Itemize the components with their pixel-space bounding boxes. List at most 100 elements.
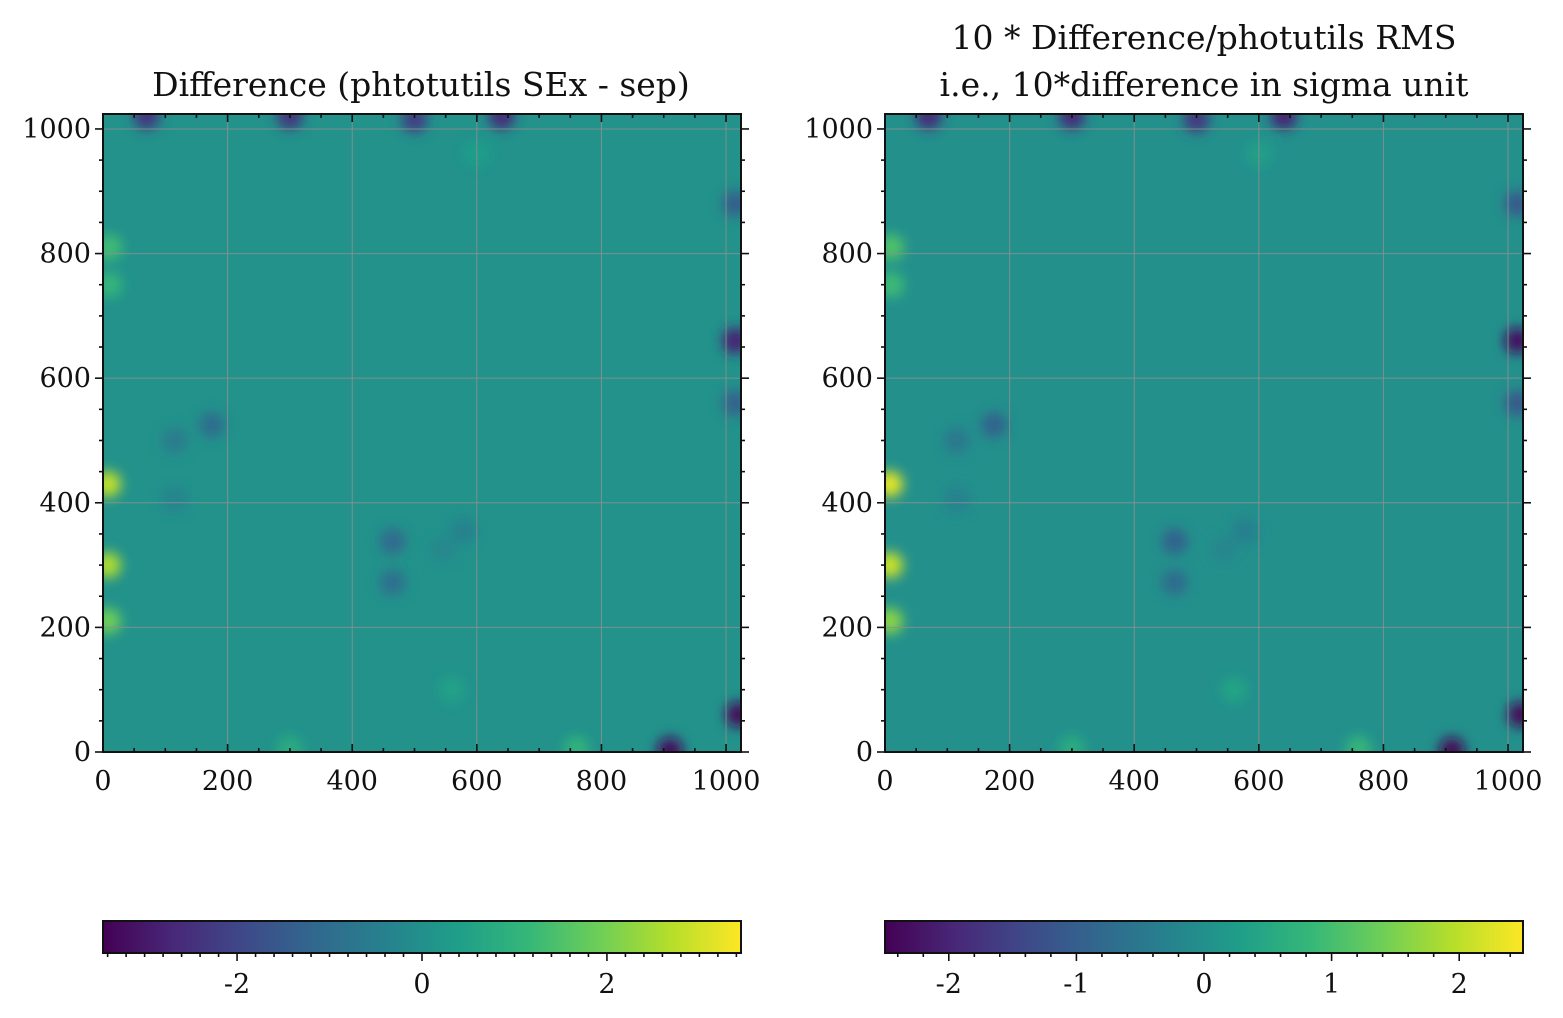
heatmap-blob: [1270, 114, 1297, 130]
left-plot-frame: [102, 113, 742, 753]
heatmap-blob: [885, 552, 903, 579]
heatmap-blob: [981, 411, 1008, 438]
x-tick-label: 400: [326, 766, 378, 797]
heatmap-blob: [429, 536, 456, 563]
heatmap-blob: [656, 737, 683, 752]
heatmap-blob: [885, 234, 905, 261]
heatmap-blob: [276, 735, 303, 752]
colorbar-tick-label: 0: [1195, 969, 1212, 1000]
heatmap-blob: [103, 271, 123, 298]
left-title: Difference (phtotutils SEx - sep): [152, 65, 690, 104]
colorbar-tick-label: 0: [413, 969, 430, 1000]
heatmap-blob: [725, 701, 741, 728]
left-gridlines: [102, 114, 741, 753]
heatmap-features: [103, 114, 741, 752]
heatmap-blob: [199, 411, 226, 438]
heatmap-blob: [103, 608, 121, 635]
heatmap-blob: [563, 735, 590, 752]
x-tick-label: 800: [1358, 766, 1410, 797]
y-tick-label: 400: [821, 488, 873, 519]
heatmap-blob: [133, 114, 160, 130]
heatmap-blob: [276, 114, 303, 130]
heatmap-blob: [1058, 735, 1085, 752]
x-tick-label: 1000: [692, 766, 761, 797]
x-tick-label: 200: [984, 766, 1036, 797]
x-tick-label: 200: [202, 766, 254, 797]
heatmap-blob: [401, 114, 428, 133]
colorbar-tick-label: 2: [598, 969, 615, 1000]
left-panel: Difference (phtotutils SEx - sep) 0 200 40…: [22, 65, 760, 1000]
colorbar-tick-label: 1: [1323, 969, 1340, 1000]
y-tick-label: 800: [39, 239, 91, 270]
x-tick-label: 1000: [1474, 766, 1543, 797]
heatmap-blob: [722, 190, 741, 217]
heatmap-background: [885, 114, 1523, 752]
heatmap-blob: [722, 390, 741, 417]
heatmap-blob: [103, 234, 123, 261]
right-title: 10 * Difference/photutils RMS i.e., 10*d…: [940, 18, 1469, 104]
heatmap-blob: [1504, 327, 1523, 354]
heatmap-blob: [722, 327, 741, 354]
right-axis-ticks: 0 200 400 600 800 1000 0 200 400 600 800 1000: [804, 114, 1542, 797]
heatmap-blob: [1232, 517, 1259, 544]
y-tick-label: 600: [821, 363, 873, 394]
heatmap-blob: [488, 114, 515, 130]
heatmap-blob: [1211, 536, 1238, 563]
heatmap-blob: [1058, 114, 1085, 130]
x-tick-label: 600: [1233, 766, 1285, 797]
left-title-line-1: Difference (phtotutils SEx - sep): [152, 65, 690, 104]
heatmap-blob: [885, 471, 903, 498]
heatmap-blob: [1504, 190, 1523, 217]
y-tick-label: 0: [856, 737, 873, 768]
heatmap-features: [885, 114, 1523, 752]
left-colorbar: -2 0 2: [102, 920, 742, 1000]
heatmap-background: [103, 114, 741, 752]
heatmap-blob: [379, 569, 406, 596]
heatmap-blob: [885, 608, 903, 635]
heatmap-blob: [885, 271, 905, 298]
y-tick-label: 1000: [804, 114, 873, 145]
y-tick-label: 0: [74, 737, 91, 768]
colorbar-gradient: [102, 920, 742, 954]
heatmap-blob: [379, 528, 406, 555]
heatmap-blob: [943, 427, 970, 454]
y-tick-label: 1000: [22, 114, 91, 145]
x-tick-label: 400: [1108, 766, 1160, 797]
right-title-line-1: 10 * Difference/photutils RMS: [952, 18, 1457, 57]
right-panel: 10 * Difference/photutils RMS i.e., 10*d…: [804, 18, 1542, 1000]
x-tick-label: 0: [876, 766, 893, 797]
right-heatmap: [885, 114, 1523, 752]
right-colorbar: -2 -1 0 1 2: [884, 920, 1524, 1000]
x-tick-label: 800: [576, 766, 628, 797]
heatmap-blob: [915, 114, 942, 130]
heatmap-blob: [1507, 701, 1523, 728]
heatmap-blob: [943, 486, 970, 513]
heatmap-blob: [103, 471, 121, 498]
heatmap-blob: [161, 486, 188, 513]
heatmap-blob: [1504, 390, 1523, 417]
heatmap-blob: [1345, 735, 1372, 752]
right-plot-frame: [884, 113, 1524, 753]
heatmap-blob: [103, 552, 121, 579]
colorbar-tick-label: -1: [1063, 969, 1089, 1000]
colorbar-tick-label: -2: [936, 969, 962, 1000]
y-tick-label: 200: [39, 612, 91, 643]
colorbar-tick-label: -2: [224, 969, 250, 1000]
heatmap-blob: [1161, 528, 1188, 555]
y-tick-label: 400: [39, 488, 91, 519]
colorbar-tick-label: 2: [1451, 969, 1468, 1000]
colorbar-gradient: [884, 920, 1524, 954]
left-axis-ticks: 0 200 400 600 800 1000 0 200 400 600 800 1000: [22, 114, 760, 797]
y-tick-label: 200: [821, 612, 873, 643]
heatmap-blob: [1183, 114, 1210, 133]
right-title-line-2: i.e., 10*difference in sigma unit: [940, 65, 1469, 104]
x-tick-label: 0: [94, 766, 111, 797]
heatmap-blob: [1220, 676, 1247, 703]
heatmap-blob: [1438, 737, 1465, 752]
heatmap-blob: [438, 676, 465, 703]
heatmap-blob: [1161, 569, 1188, 596]
left-heatmap: [103, 114, 741, 752]
y-tick-label: 600: [39, 363, 91, 394]
heatmap-blob: [161, 427, 188, 454]
